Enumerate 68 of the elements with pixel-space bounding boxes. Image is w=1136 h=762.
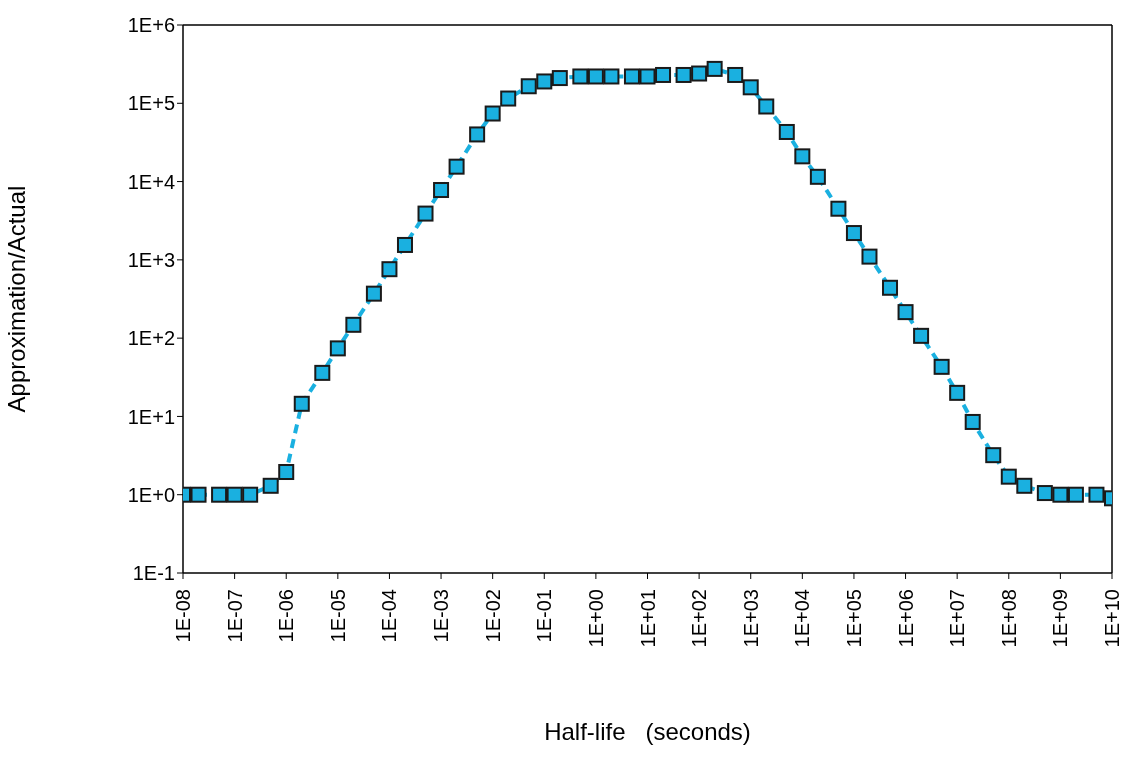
point — [587, 68, 604, 85]
y-axis-title: Approximation/Actual — [2, 185, 30, 413]
x-tick-label: 1E+10 — [1101, 589, 1123, 648]
x-tick-label: 1E-01 — [533, 589, 556, 643]
x-tick-label: 1E-07 — [223, 589, 246, 643]
point — [520, 78, 537, 95]
x-tick-label: 1E+01 — [636, 589, 659, 648]
x-tick-label: 1E+08 — [997, 589, 1020, 648]
point — [469, 126, 486, 143]
x-tick-label: 1E+07 — [946, 589, 969, 648]
point — [623, 68, 640, 85]
x-tick-label: 1E+04 — [791, 589, 814, 648]
point — [1016, 477, 1033, 494]
point — [758, 98, 775, 115]
point — [278, 464, 295, 481]
x-tick-label: 1E+03 — [739, 589, 762, 648]
x-tick-label: 1E+09 — [1049, 589, 1072, 648]
point — [897, 304, 914, 321]
point — [861, 248, 878, 265]
y-tick-label: 1E+1 — [127, 405, 175, 428]
x-tick-label: 1E-02 — [481, 589, 504, 643]
x-tick-label: 1E-06 — [275, 589, 298, 643]
point — [778, 123, 795, 140]
point — [365, 285, 382, 302]
point — [964, 413, 981, 430]
x-tick-label: 1E-08 — [172, 589, 194, 643]
y-tick-label: 1E+4 — [127, 170, 175, 193]
x-tick-label: 1E+00 — [584, 589, 607, 648]
x-tick-label: 1E+02 — [688, 589, 711, 648]
point — [536, 73, 553, 90]
point — [691, 65, 708, 82]
point — [211, 486, 228, 503]
point — [572, 68, 589, 85]
x-tick-label: 1E+05 — [842, 589, 865, 648]
point — [417, 205, 434, 222]
point — [1000, 468, 1017, 485]
point — [484, 105, 501, 122]
point — [226, 486, 243, 503]
point — [1067, 486, 1084, 503]
point — [706, 60, 723, 77]
point — [603, 68, 620, 85]
point — [845, 225, 862, 242]
point — [675, 66, 692, 83]
x-tick-label: 1E+06 — [894, 589, 917, 648]
y-tick-label: 1E+6 — [127, 14, 175, 37]
x-tick-label: 1E-03 — [430, 589, 453, 643]
y-tick-label: 1E-1 — [132, 562, 175, 585]
x-axis-title: Half-life (seconds) — [544, 718, 751, 745]
point — [913, 327, 930, 344]
point — [262, 477, 279, 494]
y-tick-label: 1E+3 — [127, 248, 175, 271]
point — [1052, 486, 1069, 503]
x-tick-label: 1E-05 — [326, 589, 349, 643]
point — [500, 90, 517, 107]
point — [381, 261, 398, 278]
point — [742, 79, 759, 96]
y-tick-label: 1E+2 — [127, 327, 175, 350]
point — [809, 168, 826, 185]
point — [655, 66, 672, 83]
point — [314, 364, 331, 381]
point — [639, 68, 656, 85]
y-tick-label: 1E+0 — [127, 483, 175, 506]
point — [794, 148, 811, 165]
x-tick-label: 1E-04 — [378, 589, 401, 643]
y-tick-label: 1E+5 — [127, 92, 175, 115]
point — [949, 384, 966, 401]
point — [433, 182, 450, 199]
point — [329, 340, 346, 357]
